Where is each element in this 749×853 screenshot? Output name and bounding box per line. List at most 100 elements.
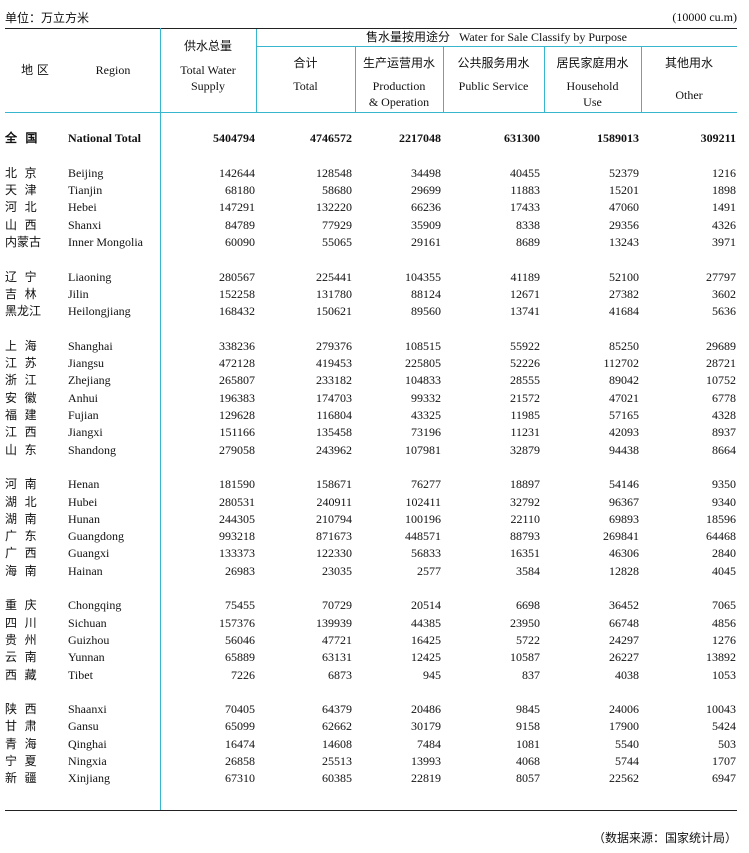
cell-production: 13993 [411, 753, 441, 768]
top-rule [5, 28, 737, 29]
cell-sale-total: 62662 [322, 719, 352, 734]
cell-public-service: 11985 [510, 408, 540, 423]
cell-household: 12828 [609, 563, 639, 578]
table-row: 福 建 Fujian 129628 116804 43325 11985 57165 4328 [0, 407, 749, 424]
region-name-en: Sichuan [68, 615, 107, 630]
header-total-cn: 合计 [293, 56, 318, 70]
cell-production: 107981 [405, 442, 441, 457]
cell-production: 104833 [405, 373, 441, 388]
cell-production: 29699 [411, 183, 441, 198]
cell-other: 4856 [712, 615, 736, 630]
cell-household: 26227 [609, 650, 639, 665]
region-name-en: Guangxi [68, 546, 110, 561]
region-name-en: Zhejiang [68, 373, 111, 388]
table-row: 宁 夏 Ningxia 26858 25513 13993 4068 5744 1707 [0, 753, 749, 770]
cell-household: 52100 [609, 269, 639, 284]
cell-production: 88124 [411, 286, 441, 301]
cell-production: 73196 [411, 425, 441, 440]
table-row: 河 北 Hebei 147291 132220 66236 17433 47060 1491 [0, 199, 749, 216]
region-name-en: Yunnan [68, 650, 105, 665]
cell-total-supply: 265807 [219, 373, 255, 388]
col-divider [641, 46, 642, 112]
cell-production: 20514 [411, 598, 441, 613]
cell-sale-total: 64379 [322, 702, 352, 717]
cell-other: 5424 [712, 719, 736, 734]
cell-other: 309211 [700, 131, 736, 146]
cell-household: 47060 [609, 200, 639, 215]
cell-public-service: 631300 [504, 131, 540, 146]
cell-public-service: 88793 [510, 529, 540, 544]
cell-other: 29689 [706, 338, 736, 353]
cell-other: 1707 [712, 753, 736, 768]
region-name-cn: 安 徽 [5, 390, 37, 405]
header-public-cn: 公共服务用水 [457, 56, 530, 70]
cell-total-supply: 142644 [219, 165, 255, 180]
table-row: 黑龙江 Heilongjiang 168432 150621 89560 13741 416… [0, 303, 749, 320]
cell-other: 3971 [712, 235, 736, 250]
region-name-cn: 黑龙江 [5, 304, 42, 319]
cell-public-service: 9845 [516, 702, 540, 717]
header-household-cn: 居民家庭用水 [556, 56, 629, 70]
cell-production: 30179 [411, 719, 441, 734]
header-supply-en2: Supply [190, 79, 225, 93]
cell-total-supply: 338236 [219, 338, 255, 353]
cell-production: 20486 [411, 702, 441, 717]
cell-public-service: 23950 [510, 615, 540, 630]
cell-total-supply: 67310 [225, 771, 255, 786]
region-name-en: National Total [68, 131, 142, 146]
table-row: 四 川 Sichuan 157376 139939 44385 23950 66748 485… [0, 615, 749, 632]
cell-sale-total: 128548 [316, 165, 352, 180]
cell-household: 96367 [609, 494, 639, 509]
cell-production: 100196 [405, 511, 441, 526]
region-name-en: Jilin [68, 286, 89, 301]
region-name-cn: 广 西 [5, 546, 37, 561]
cell-sale-total: 139939 [316, 615, 352, 630]
cell-production: 102411 [405, 494, 441, 509]
cell-household: 54146 [609, 477, 639, 492]
region-name-cn: 西 藏 [5, 667, 37, 682]
cell-public-service: 13741 [510, 304, 540, 319]
cell-total-supply: 7226 [231, 667, 255, 682]
cell-other: 18596 [706, 511, 736, 526]
cell-total-supply: 147291 [219, 200, 255, 215]
cell-household: 15201 [609, 183, 639, 198]
cell-total-supply: 151166 [219, 425, 255, 440]
cell-public-service: 32792 [510, 494, 540, 509]
cell-production: 945 [423, 667, 441, 682]
region-name-cn: 江 西 [5, 425, 37, 440]
cell-total-supply: 157376 [219, 615, 255, 630]
cell-sale-total: 63131 [322, 650, 352, 665]
table-row: 广 西 Guangxi 133373 122330 56833 16351 46306 284… [0, 545, 749, 562]
header-household-en1: Household [566, 79, 619, 93]
region-name-cn: 陕 西 [5, 702, 37, 717]
table-row: 内蒙古 Inner Mongolia 60090 55065 29161 8689 1324… [0, 234, 749, 251]
region-name-en: Shanxi [68, 217, 102, 232]
cell-total-supply: 65889 [225, 650, 255, 665]
cell-other: 503 [718, 736, 736, 751]
cell-public-service: 40455 [510, 165, 540, 180]
cell-production: 34498 [411, 165, 441, 180]
cell-production: 35909 [411, 217, 441, 232]
cell-other: 8664 [712, 442, 736, 457]
header-public-en: Public Service [458, 79, 529, 93]
region-name-en: Jiangxi [68, 425, 103, 440]
header-other-cn: 其他用水 [664, 56, 713, 70]
region-name-en: Liaoning [68, 269, 112, 284]
table-row: 甘 肃 Gansu 65099 62662 30179 9158 17900 5424 [0, 718, 749, 735]
spacer-row [0, 580, 749, 597]
cell-sale-total: 174703 [316, 390, 352, 405]
region-name-cn: 青 海 [5, 736, 37, 751]
table-row: 山 东 Shandong 279058 243962 107981 32879 94438 8… [0, 442, 749, 459]
region-name-en: Shaanxi [68, 702, 107, 717]
region-name-cn: 天 津 [5, 183, 37, 198]
cell-production: 16425 [411, 632, 441, 647]
table-row: 北 京 Beijing 142644 128548 34498 40455 52379 121… [0, 165, 749, 182]
region-name-en: Ningxia [68, 753, 107, 768]
header-prod-en2: & Operation [368, 95, 430, 109]
cell-other: 6947 [712, 771, 736, 786]
cell-total-supply: 68180 [225, 183, 255, 198]
cell-public-service: 22110 [510, 511, 540, 526]
cell-other: 3602 [712, 286, 736, 301]
spacer-row [0, 684, 749, 701]
cell-household: 85250 [609, 338, 639, 353]
